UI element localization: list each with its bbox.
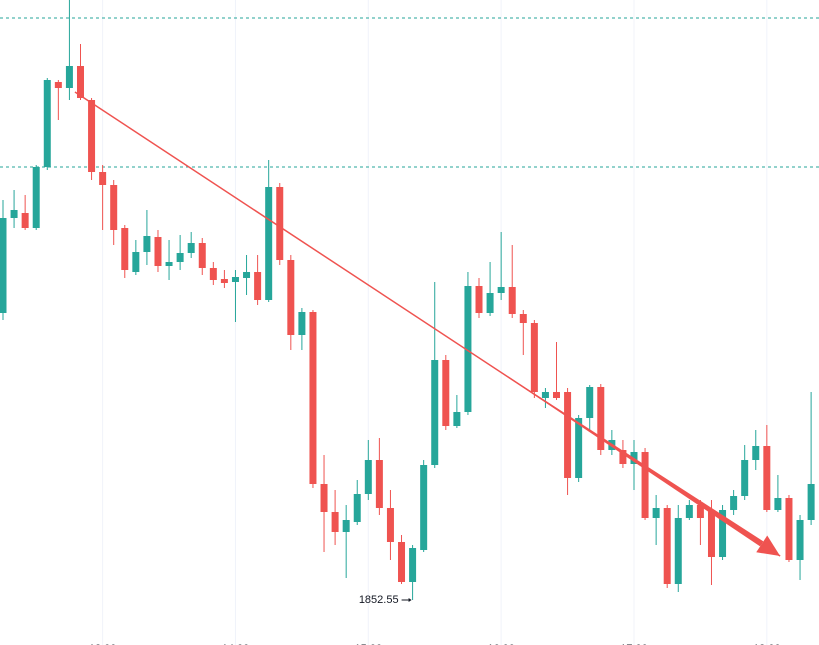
candle-body xyxy=(409,548,417,582)
candle-body xyxy=(165,262,173,266)
candle-body xyxy=(99,172,107,185)
candle-body xyxy=(586,387,594,418)
candle-body xyxy=(763,446,771,510)
candle-body xyxy=(342,520,350,532)
candle-body xyxy=(76,66,84,98)
candle-body xyxy=(21,213,29,228)
low-marker-label: 1852.55 xyxy=(359,594,399,606)
candle-body xyxy=(143,236,151,252)
candle-body xyxy=(619,450,627,464)
candle-body xyxy=(88,100,96,172)
candle-body xyxy=(696,505,704,518)
candle-body xyxy=(663,508,671,584)
candle-body xyxy=(431,360,439,465)
candle-body xyxy=(442,360,450,426)
candle-body xyxy=(209,268,217,280)
trend-arrow-head xyxy=(756,535,781,556)
candle-body xyxy=(386,508,394,542)
candle-body xyxy=(276,187,284,260)
candle-body xyxy=(752,446,760,460)
candle-body xyxy=(674,518,682,584)
low-marker-arrowhead xyxy=(408,598,412,602)
candle-body xyxy=(231,277,239,282)
candle-body xyxy=(254,272,262,300)
candle-body xyxy=(121,228,129,270)
candle-body xyxy=(597,387,605,450)
x-tick-label: 17:00 xyxy=(620,643,648,645)
candle-body xyxy=(530,323,538,392)
candle-body xyxy=(807,484,815,520)
candle-body xyxy=(331,512,339,532)
candle-body xyxy=(420,465,428,550)
candle-body xyxy=(298,312,306,335)
candle-body xyxy=(32,167,40,228)
candle-body xyxy=(652,508,660,518)
candle-body xyxy=(553,392,560,398)
candle-body xyxy=(741,460,749,496)
candle-body xyxy=(641,452,649,518)
candle-body xyxy=(243,272,251,278)
candle-body xyxy=(796,520,804,560)
candle-body xyxy=(475,286,483,313)
candle-body xyxy=(575,418,583,478)
x-tick-label: 13:00 xyxy=(89,643,117,645)
candle-body xyxy=(519,314,527,323)
candle-body xyxy=(730,496,738,510)
candle-body xyxy=(398,542,406,582)
candle-body xyxy=(198,243,206,268)
candle-body xyxy=(497,287,505,293)
candle-body xyxy=(154,237,162,266)
candle-body xyxy=(187,243,195,253)
candle-body xyxy=(564,392,572,478)
candle-body xyxy=(110,185,118,230)
x-tick-label: 16:00 xyxy=(487,643,515,645)
candle-body xyxy=(486,293,494,313)
candle-body xyxy=(464,286,472,412)
candle-body xyxy=(353,494,361,522)
x-tick-label: 18:00 xyxy=(753,643,781,645)
trend-line xyxy=(74,91,781,557)
candle-body xyxy=(785,498,793,560)
candle-body xyxy=(54,82,62,88)
candle-body xyxy=(0,218,7,313)
candle-body xyxy=(364,460,372,494)
candle-body xyxy=(774,498,782,510)
trend-line-body xyxy=(462,347,764,547)
candle-body xyxy=(220,279,228,283)
candle-body xyxy=(265,187,273,300)
candle-body xyxy=(453,412,461,426)
candle-body xyxy=(541,392,549,398)
candle-body xyxy=(685,505,693,518)
candle-body xyxy=(65,66,73,88)
candle-body xyxy=(43,80,51,167)
candle-body xyxy=(375,460,383,508)
candle-body xyxy=(719,510,727,557)
candle-body xyxy=(176,253,184,262)
candle-body xyxy=(10,210,18,218)
x-tick-label: 15:00 xyxy=(355,643,383,645)
candle-body xyxy=(320,484,328,512)
candle-body xyxy=(309,312,317,484)
candle-body xyxy=(287,260,295,335)
candle-body xyxy=(508,287,516,314)
candle-body xyxy=(707,510,715,557)
x-tick-label: 14:00 xyxy=(222,643,250,645)
candle-body xyxy=(132,252,140,272)
